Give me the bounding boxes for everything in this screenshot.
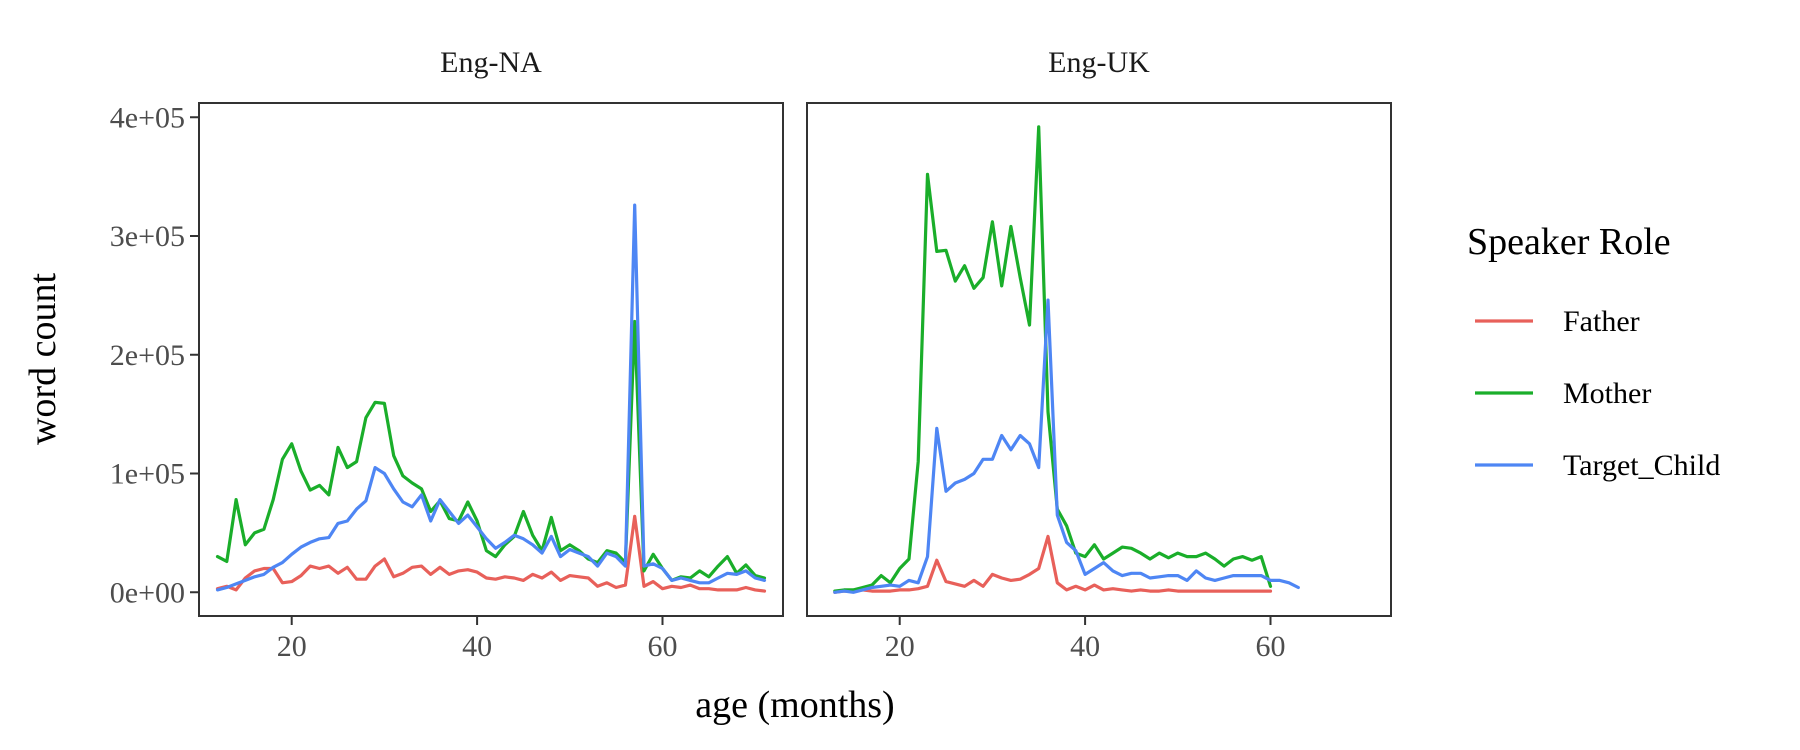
panel-eng-uk: Eng-UK 20 40 60: [806, 46, 1392, 663]
series-line-eng-na-father: [215, 514, 767, 593]
legend-label-father: Father: [1563, 305, 1640, 338]
y-tick-label: 2e+05: [110, 339, 185, 372]
legend-label-mother: Mother: [1563, 377, 1651, 410]
series-line-eng-uk-father: [833, 534, 1273, 594]
x-axis-ticks-eng-uk: 20 40 60: [885, 616, 1285, 663]
x-tick-label: 40: [462, 630, 492, 663]
series-layer-eng-uk: [833, 125, 1300, 594]
y-tick-label: 0e+00: [110, 576, 185, 609]
x-axis-title: age (months): [695, 684, 894, 726]
strip-label-eng-na: Eng-NA: [440, 46, 542, 79]
panel-frame-eng-na: [198, 102, 784, 617]
x-axis-ticks-eng-na: 20 40 60: [277, 616, 677, 663]
series-line-eng-uk-mother: [833, 125, 1273, 593]
legend-label-target-child: Target_Child: [1563, 449, 1720, 482]
panel-eng-na: Eng-NA 20 40 60 0e+00 1e+05 2e+05 3e+05 4e+05: [110, 46, 784, 663]
y-tick-label: 1e+05: [110, 458, 185, 491]
x-tick-label: 60: [647, 630, 677, 663]
series-line-eng-uk-target-child: [833, 298, 1300, 594]
legend: Speaker Role Father Mother Target_Child: [1467, 221, 1720, 482]
x-tick-label: 40: [1070, 630, 1100, 663]
series-line-eng-na-target-child: [215, 203, 767, 592]
panel-frame-eng-uk: [806, 102, 1392, 617]
y-axis-ticks: 0e+00 1e+05 2e+05 3e+05 4e+05: [110, 101, 199, 609]
legend-title: Speaker Role: [1467, 221, 1671, 263]
strip-label-eng-uk: Eng-UK: [1048, 46, 1150, 79]
series-layer-eng-na: [215, 203, 767, 593]
x-tick-label: 20: [277, 630, 307, 663]
y-tick-label: 3e+05: [110, 220, 185, 253]
legend-items: Father Mother Target_Child: [1475, 305, 1720, 482]
x-tick-label: 60: [1255, 630, 1285, 663]
y-tick-label: 4e+05: [110, 101, 185, 134]
x-tick-label: 20: [885, 630, 915, 663]
y-axis-title: word count: [22, 273, 64, 445]
